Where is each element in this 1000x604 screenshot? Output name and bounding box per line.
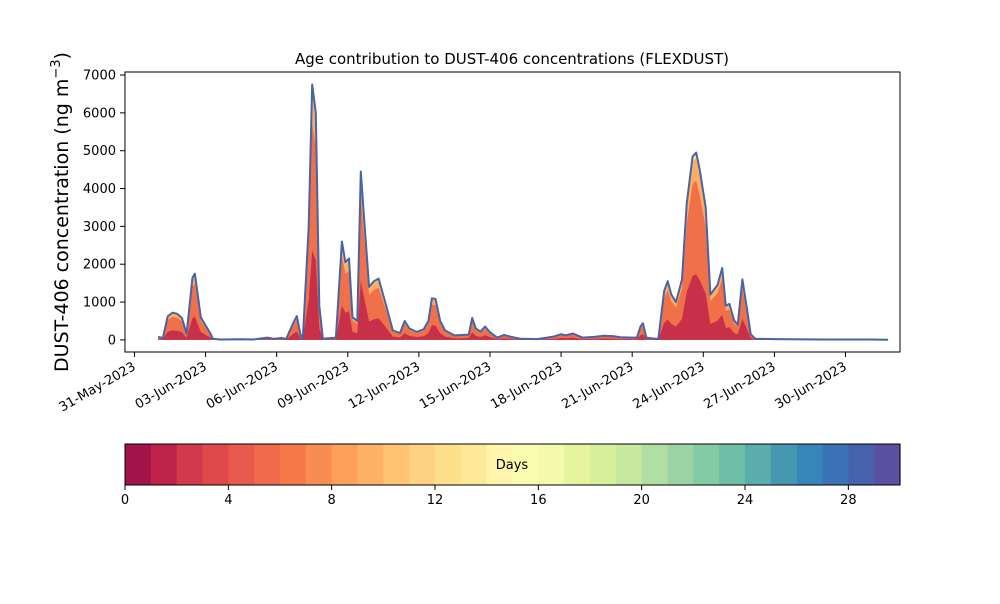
plot-area	[124, 71, 901, 353]
colorbar-swatch	[486, 444, 514, 485]
colorbar-swatch	[460, 444, 488, 485]
colorbar-tick-label: 8	[328, 493, 336, 508]
x-tick-label: 18-Jun-2023	[488, 359, 565, 412]
y-axis: 0 1000 2000 3000 4000 5000 6000 7000	[83, 69, 125, 348]
colorbar-tick-label: 28	[840, 493, 857, 508]
colorbar-swatch	[693, 444, 720, 485]
colorbar-swatch	[796, 444, 824, 485]
colorbar-tick-label: 16	[530, 493, 547, 508]
x-tick-label: 30-Jun-2023	[773, 359, 850, 412]
y-tick-label: 3000	[83, 220, 116, 235]
y-axis-label-close: )	[51, 52, 73, 59]
age-band-area-mid	[158, 122, 889, 340]
colorbar-tick-label: 20	[633, 493, 650, 508]
x-tick-label: 03-Jun-2023	[133, 359, 210, 412]
colorbar-swatch	[409, 444, 436, 485]
x-tick-label: 09-Jun-2023	[275, 359, 352, 412]
x-tick-label: 06-Jun-2023	[204, 359, 281, 412]
x-tick-label: 15-Jun-2023	[417, 359, 494, 412]
colorbar-swatch	[512, 444, 539, 485]
colorbar-swatch	[202, 444, 229, 485]
colorbar-label: Days	[496, 458, 529, 473]
colorbar-swatch	[719, 444, 746, 485]
colorbar-swatch	[615, 444, 643, 485]
colorbar-swatch	[822, 444, 849, 485]
age-band-area-young	[158, 250, 889, 340]
colorbar-swatch	[305, 444, 333, 485]
y-axis-label-main: DUST-406 concentration (ng m	[51, 79, 73, 372]
colorbar-swatch	[254, 444, 281, 485]
colorbar-swatch	[383, 444, 410, 485]
colorbar-swatch	[564, 444, 591, 485]
colorbar-swatch	[590, 444, 617, 485]
colorbar-swatch	[357, 444, 384, 485]
y-axis-label-superscript: −3	[49, 59, 64, 78]
age-band-area-older	[158, 92, 889, 340]
colorbar-swatch	[667, 444, 694, 485]
y-tick-label: 7000	[83, 69, 116, 84]
colorbar-swatch	[280, 444, 307, 485]
y-tick-label: 1000	[83, 296, 116, 311]
colorbar-tick-label: 0	[121, 493, 129, 508]
colorbar: 0 4 8 12 16 20 24 28	[121, 443, 901, 508]
x-tick-label: 27-Jun-2023	[702, 359, 779, 412]
colorbar-swatch	[435, 444, 462, 485]
x-tick-label: 21-Jun-2023	[559, 359, 636, 412]
colorbar-swatch	[125, 444, 152, 485]
colorbar-swatch	[641, 444, 669, 485]
colorbar-swatch	[331, 444, 359, 485]
total-concentration-line	[157, 83, 889, 341]
colorbar-frame	[124, 443, 901, 486]
y-tick-label: 4000	[83, 182, 116, 197]
colorbar-tick-label: 12	[427, 493, 444, 508]
x-tick-label: 24-Jun-2023	[630, 359, 707, 412]
colorbar-swatch	[150, 444, 178, 485]
colorbar-swatch	[538, 444, 565, 485]
y-tick-label: 0	[108, 333, 116, 348]
colorbar-tick-label: 24	[737, 493, 754, 508]
colorbar-swatch	[176, 444, 204, 485]
colorbar-swatch	[874, 444, 901, 485]
colorbar-swatch	[848, 444, 875, 485]
chart-title: Age contribution to DUST-406 concentrati…	[295, 50, 729, 68]
y-axis-label: DUST-406 concentration (ng m−3)	[49, 52, 73, 372]
y-tick-label: 5000	[83, 144, 116, 159]
x-tick-label: 12-Jun-2023	[346, 359, 423, 412]
colorbar-tick-label: 4	[224, 493, 232, 508]
y-tick-label: 6000	[83, 106, 116, 121]
plot-frame	[124, 71, 901, 353]
colorbar-swatch	[770, 444, 798, 485]
age-band-area-old	[158, 84, 889, 340]
y-tick-label: 2000	[83, 258, 116, 273]
colorbar-swatch	[228, 444, 255, 485]
x-axis: 31-May-202303-Jun-202306-Jun-202309-Jun-…	[57, 352, 850, 415]
colorbar-swatch	[745, 444, 772, 485]
